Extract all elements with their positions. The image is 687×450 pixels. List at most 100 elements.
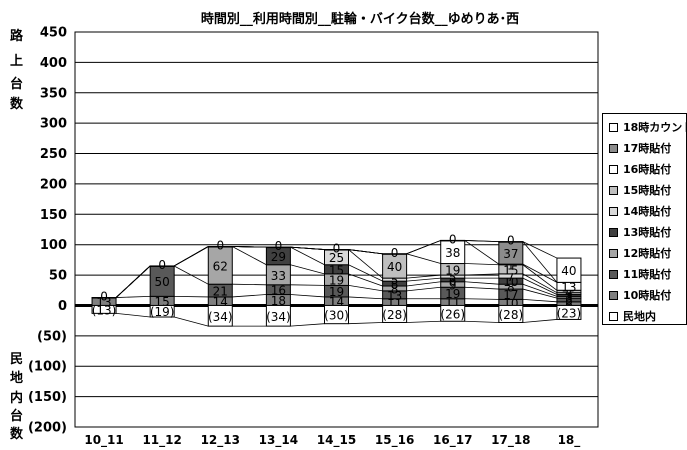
series-line [522,241,558,283]
data-label: (34) [266,310,291,324]
data-label: 0 [275,239,283,253]
legend-label: 18時カウント [623,121,687,134]
series-line [406,253,441,264]
legend-swatch [609,248,618,258]
bar-segment [382,253,408,279]
y-tick-label: 400 [40,56,67,71]
x-tick-label: 15_16 [375,433,414,448]
series-line [232,283,267,286]
series-line [406,277,441,282]
legend-swatch [609,122,618,132]
bar-segment [149,265,175,297]
legend-item: 15時貼付 [609,182,671,200]
chart-legend: 18時カウント 17時貼付 16時貼付 15時貼付 14時貼付 13時貼付 12時貼付 11時… [602,113,687,325]
y-axis-title-char: 台 [10,77,24,92]
legend-swatch [609,206,618,216]
bar-segment [382,253,408,255]
y-tick-label: 300 [40,117,67,132]
bar-segment [207,304,233,327]
data-label: 10 [503,275,518,289]
data-label: 0 [507,234,515,248]
series-line [464,273,499,276]
bar-segment [324,304,349,325]
legend-label: 17時貼付 [623,142,672,155]
series-line [232,294,267,298]
data-label: 16 [271,284,286,298]
series-line [464,263,499,266]
series-line [348,264,383,282]
series-line [406,240,441,255]
bar-segment [149,265,175,267]
data-label: (28) [499,308,524,322]
legend-swatch [609,227,618,237]
data-label: 6 [565,294,573,308]
series-line [115,265,151,298]
data-label: 0 [158,258,166,272]
series-line [464,240,500,265]
series-line [522,277,558,295]
data-label: 19 [445,287,460,301]
series-line [173,265,209,285]
legend-swatch [609,164,618,174]
data-label: (34) [208,310,233,324]
x-tick-label: 10_11 [84,433,123,448]
data-label: (19) [150,305,175,319]
data-label: 8 [507,281,515,295]
series-line [522,241,558,259]
series-line [522,273,558,294]
data-label: 25 [329,251,344,265]
data-label: 13 [387,289,402,303]
legend-label: 16時貼付 [623,163,672,176]
series-line [290,294,325,298]
series-line [522,319,557,323]
data-label: 0 [449,232,457,246]
data-label: 17 [503,288,518,302]
series-line [348,285,383,292]
data-label: 50 [155,275,170,289]
x-tick-label: 13_14 [259,433,298,448]
y-axis-title-char: 民 [10,352,24,367]
x-tick-label: 12_13 [201,433,240,448]
data-label: 5 [449,271,457,285]
data-label: 13 [561,280,576,294]
legend-label: 15時貼付 [623,184,672,197]
series-line [174,316,209,327]
legend-item: 13時貼付 [609,224,671,242]
series-line [522,298,557,303]
data-label: 8 [391,278,399,292]
series-line [464,286,499,290]
series-line [348,249,383,255]
series-line [290,264,325,275]
legend-label: 民地内 [623,310,656,323]
series-line [464,240,499,243]
bar-segment [556,257,582,283]
legend-label: 10時貼付 [623,289,672,302]
legend-item: 民地内 [609,308,656,324]
legend-swatch [609,143,618,153]
x-tick-label: 17_18 [491,433,530,448]
bar-segment [265,304,291,327]
data-label: 18 [271,294,286,308]
data-label: 19 [445,263,460,277]
y-axis-title-char: 上 [10,54,24,69]
series-line [116,312,151,318]
series-line [290,246,325,250]
legend-swatch [609,269,618,279]
x-tick-label: 14_15 [317,433,356,448]
y-tick-label: 0 [58,299,67,314]
data-label: (13) [92,303,117,317]
legend-label: 14時貼付 [623,205,672,218]
series-line [116,295,151,298]
y-tick-label: 350 [40,86,67,101]
data-label: (28) [382,308,407,322]
series-line [522,264,558,291]
data-label: 33 [271,269,286,283]
x-tick-label: 16_17 [433,433,472,448]
series-line [406,286,441,292]
data-label: 0 [391,246,399,260]
x-tick-label: 11_12 [142,433,181,448]
data-label: 37 [503,247,518,261]
data-label: 0 [216,239,224,253]
y-tick-label: (100) [28,360,67,375]
